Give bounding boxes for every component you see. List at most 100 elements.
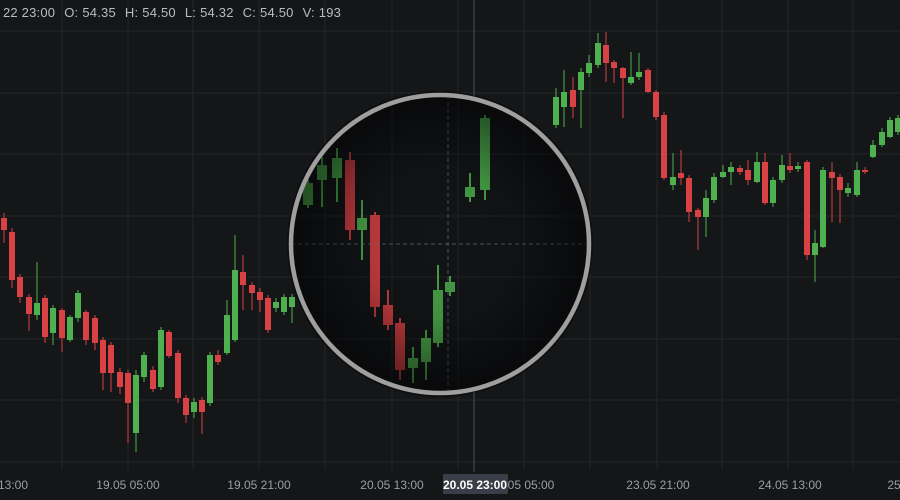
candle [207,355,213,403]
candle [257,292,263,300]
ohlc-legend: 22 23:00 O: 54.35 H: 54.50 L: 54.32 C: 54.50 V: 19… [3,5,350,20]
candle [553,97,559,125]
candle [50,308,56,333]
candle [183,398,189,415]
legend-high-value: 54.50 [142,5,176,20]
candle [854,170,860,195]
legend-high-label: H: [124,5,139,20]
candle [812,243,818,255]
candle [745,170,751,180]
legend-low-value: 54.32 [200,5,234,20]
candle [895,118,900,132]
candle [837,177,843,190]
candle [117,372,123,387]
candle [42,298,48,337]
legend-open-label: O: [64,5,79,20]
candle [703,198,709,217]
legend-close-label: C: [242,5,257,20]
legend-volume-value: 193 [318,5,342,20]
candle [870,145,876,157]
candle [175,353,181,398]
candle [787,166,793,170]
candle [628,77,634,83]
candle [611,62,617,68]
time-label: 13:00 [0,478,28,492]
candle [67,317,73,340]
candle [586,63,592,73]
candle [166,332,172,356]
candle [887,120,893,137]
legend-open-value: 54.35 [82,5,116,20]
candle [862,170,868,172]
candle [215,355,221,362]
candle [249,285,255,293]
candle [670,177,676,185]
candle [620,68,626,78]
candle [686,178,692,212]
crosshair-time-label-box [443,474,508,494]
time-label: 23.05 21:00 [626,478,690,492]
candle [34,303,40,315]
candle [754,162,760,182]
legend-low-label: L: [184,5,197,20]
lens-vignette [292,96,588,392]
candle [158,330,164,387]
time-label: 24.05 13:00 [758,478,822,492]
candle [820,170,826,247]
candle [26,297,32,314]
candle [199,400,205,412]
time-label: 20.05 13:00 [360,478,424,492]
candle [795,166,801,169]
candle [661,115,667,178]
time-label: 05 05:00 [508,478,555,492]
candle [133,375,139,433]
candle [879,132,885,145]
candle [804,162,810,255]
candle [762,162,768,203]
candle [770,180,776,203]
candle [281,297,287,312]
time-label: 19.05 05:00 [96,478,160,492]
candle [191,402,197,412]
candle [240,272,246,285]
candle [645,70,651,92]
candle [141,355,147,377]
candle [265,298,271,330]
candle [108,345,114,373]
time-label: 25 [887,478,900,492]
crosshair-time-label: 20.05 23:00 [443,478,507,492]
candle [100,340,106,373]
candle [737,168,743,172]
candle [289,297,295,307]
candle [695,210,701,217]
candle [728,167,734,172]
candle [603,45,609,63]
candle [570,90,576,107]
candle [845,188,851,193]
candle [150,370,156,389]
candles-layer [1,32,900,452]
candle [595,43,601,65]
candle [59,310,65,338]
candle [678,173,684,178]
candle [17,277,23,297]
legend-bar-time: 22 23:00 [3,5,56,20]
candle [273,302,279,308]
candle [653,92,659,117]
candle [9,232,15,280]
candle [829,172,835,178]
candle [125,373,131,403]
candle [578,72,584,90]
candle [779,165,785,180]
time-axis[interactable]: 13:00 19.05 05:00 19.05 21:00 20.05 13:00 05… [0,474,900,494]
candle [720,172,726,177]
legend-volume-label: V: [302,5,315,20]
candle [561,92,567,107]
legend-close-value: 54.50 [260,5,294,20]
candle [711,177,717,200]
magnifier-ring [288,92,592,396]
candle [1,218,7,230]
candle [636,72,642,77]
